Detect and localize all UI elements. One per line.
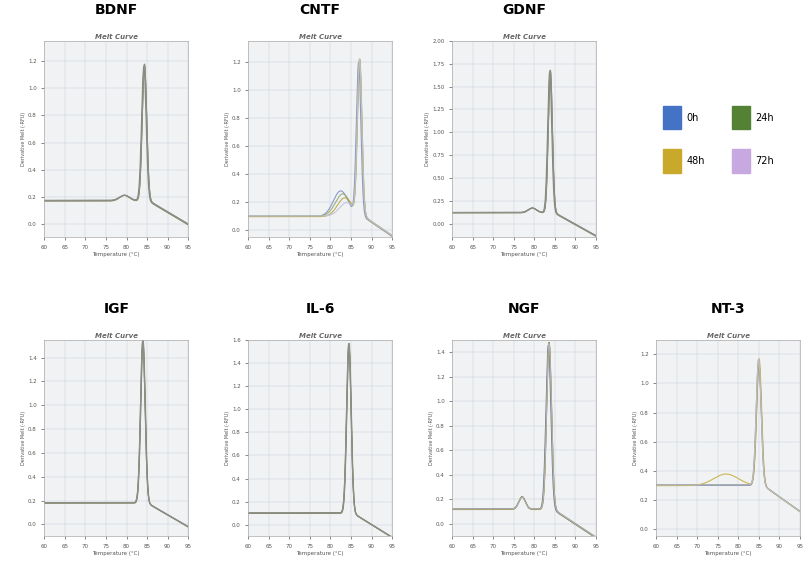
Text: CNTF: CNTF [300,3,341,17]
Bar [663,149,680,173]
X-axis label: Temperature (°C): Temperature (°C) [92,551,140,556]
X-axis label: Temperature (°C): Temperature (°C) [500,252,548,257]
Y-axis label: Derivative Melt (-RFU): Derivative Melt (-RFU) [225,411,230,465]
Bar [732,106,750,129]
Title: Melt Curve: Melt Curve [299,333,342,339]
Bar [732,149,750,173]
Text: 48h: 48h [687,156,705,166]
Text: GDNF: GDNF [502,3,546,17]
Text: IGF: IGF [103,302,129,316]
Text: 0h: 0h [687,113,699,122]
Title: Melt Curve: Melt Curve [95,34,137,40]
Title: Melt Curve: Melt Curve [299,34,342,40]
Y-axis label: Derivative Melt (-RFU): Derivative Melt (-RFU) [429,411,434,465]
Bar [663,106,680,129]
Y-axis label: Derivative Melt (-RFU): Derivative Melt (-RFU) [425,112,431,166]
Y-axis label: Derivative Melt (-RFU): Derivative Melt (-RFU) [21,112,26,166]
Text: IL-6: IL-6 [305,302,335,316]
Text: NGF: NGF [508,302,541,316]
Y-axis label: Derivative Melt (-RFU): Derivative Melt (-RFU) [225,112,230,166]
Text: NT-3: NT-3 [711,302,746,316]
Text: BDNF: BDNF [95,3,138,17]
X-axis label: Temperature (°C): Temperature (°C) [297,551,344,556]
X-axis label: Temperature (°C): Temperature (°C) [297,252,344,257]
Title: Melt Curve: Melt Curve [503,333,545,339]
Title: Melt Curve: Melt Curve [503,34,545,40]
Y-axis label: Derivative Melt (-RFU): Derivative Melt (-RFU) [21,411,26,465]
Y-axis label: Derivative Melt (-RFU): Derivative Melt (-RFU) [633,411,638,465]
X-axis label: Temperature (°C): Temperature (°C) [705,551,752,556]
X-axis label: Temperature (°C): Temperature (°C) [500,551,548,556]
X-axis label: Temperature (°C): Temperature (°C) [92,252,140,257]
Title: Melt Curve: Melt Curve [95,333,137,339]
Title: Melt Curve: Melt Curve [707,333,750,339]
Text: 72h: 72h [755,156,774,166]
Text: 24h: 24h [755,113,774,122]
